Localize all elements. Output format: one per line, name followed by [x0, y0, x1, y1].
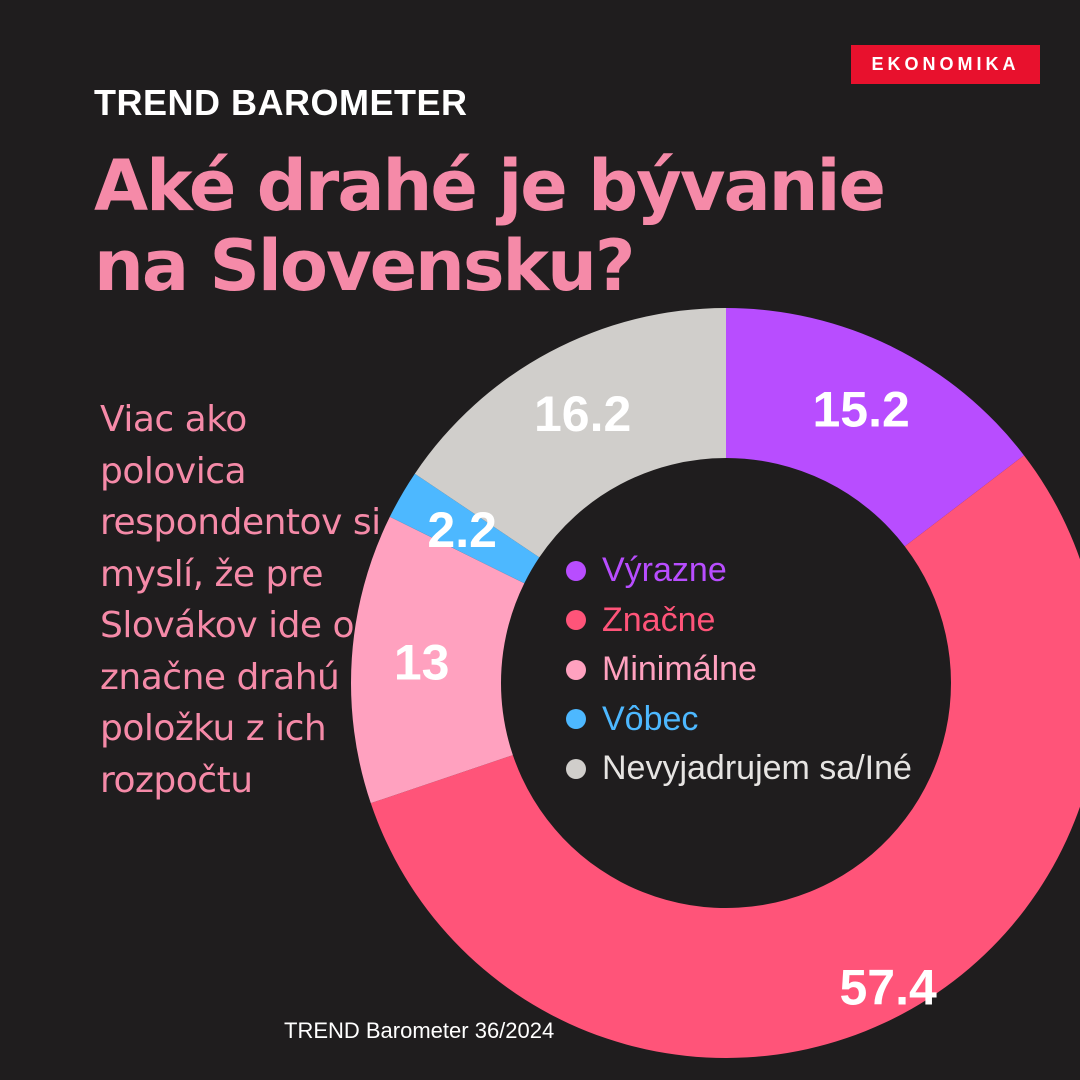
data-label-0: 15.2 [813, 382, 910, 438]
legend-swatch-3 [566, 709, 586, 730]
legend-label-3: Vôbec [602, 699, 699, 738]
legend-label-4: Nevyjadrujem sa/Iné [602, 749, 912, 788]
chart-legend: Výrazne Značne Minimálne Vôbec Nevyjadrujem … [566, 546, 912, 794]
legend-item-3: Vôbec [566, 695, 912, 745]
description-text: Viac ako polovica respondentov si myslí,… [100, 399, 381, 801]
source-note: TREND Barometer 36/2024 [284, 1018, 555, 1043]
title-line-2: na Slovensku? [94, 225, 636, 307]
legend-swatch-1 [566, 610, 586, 631]
donut-slice-2 [351, 516, 525, 804]
legend-label-0: Výrazne [602, 551, 727, 590]
section-badge: EKONOMIKA [851, 45, 1040, 84]
legend-item-0: Výrazne [566, 546, 912, 596]
donut-slice-1 [370, 455, 1080, 1058]
donut-slice-0 [726, 308, 1024, 547]
data-label-3: 2.2 [427, 502, 497, 558]
legend-swatch-2 [566, 659, 586, 680]
donut-slice-3 [389, 473, 540, 584]
chart-title: Aké drahé je bývanie na Slovensku? [94, 146, 914, 306]
donut-slice-4 [414, 308, 726, 558]
kicker-label: TREND BAROMETER [94, 82, 468, 123]
legend-swatch-4 [566, 758, 586, 779]
title-line-1: Aké drahé je bývanie [94, 145, 886, 227]
data-label-4: 16.2 [534, 386, 631, 442]
legend-swatch-0 [566, 560, 586, 581]
legend-label-1: Značne [602, 600, 716, 639]
legend-item-4: Nevyjadrujem sa/Iné [566, 744, 912, 794]
data-label-2: 13 [394, 635, 450, 691]
legend-label-2: Minimálne [602, 650, 757, 689]
legend-item-1: Značne [566, 596, 912, 646]
legend-item-2: Minimálne [566, 645, 912, 695]
data-label-1: 57.4 [840, 960, 938, 1016]
